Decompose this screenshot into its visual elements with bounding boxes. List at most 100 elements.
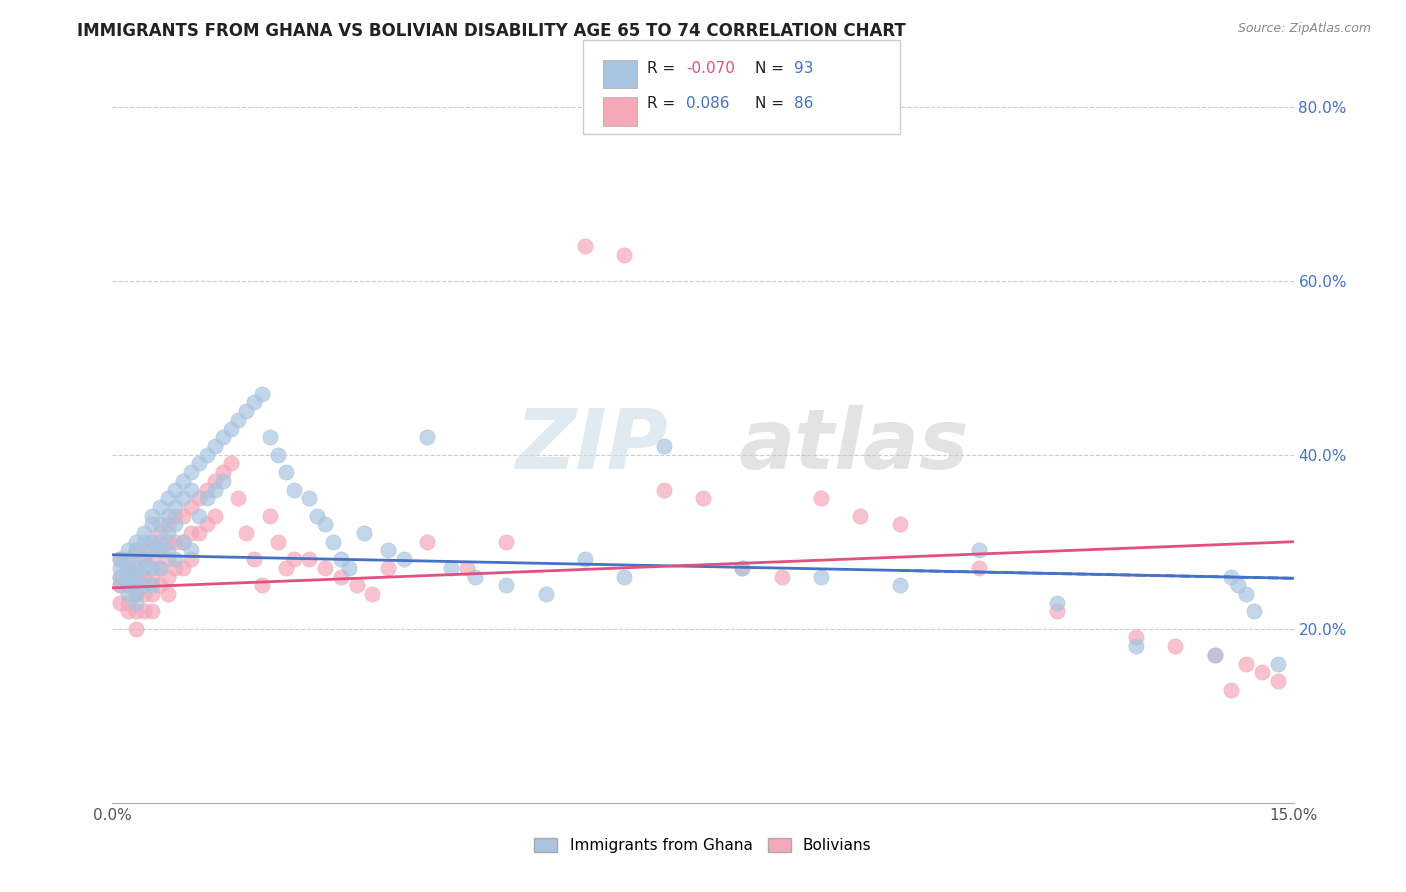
Point: [228, 491, 250, 506]
Point: [211, 430, 233, 444]
Point: [141, 552, 163, 566]
Point: [188, 526, 211, 541]
Point: [195, 448, 218, 462]
Text: Source: ZipAtlas.com: Source: ZipAtlas.com: [1237, 22, 1371, 36]
Point: [314, 517, 336, 532]
Point: [204, 439, 226, 453]
Point: [1125, 639, 1147, 653]
Point: [204, 508, 226, 523]
Point: [211, 465, 233, 479]
Point: [416, 430, 439, 444]
Point: [849, 508, 872, 523]
Point: [141, 534, 163, 549]
Text: R =: R =: [647, 61, 681, 76]
Point: [346, 578, 368, 592]
Point: [731, 561, 754, 575]
Point: [132, 578, 155, 592]
Point: [267, 448, 290, 462]
Point: [117, 587, 139, 601]
Point: [283, 483, 305, 497]
Text: 86: 86: [794, 96, 814, 112]
Point: [132, 604, 155, 618]
Point: [1046, 596, 1069, 610]
Point: [1204, 648, 1226, 662]
Point: [132, 552, 155, 566]
Point: [125, 569, 148, 583]
Point: [132, 543, 155, 558]
Point: [149, 526, 172, 541]
Point: [235, 526, 257, 541]
Point: [156, 517, 179, 532]
Point: [377, 543, 399, 558]
Point: [132, 561, 155, 575]
Point: [195, 491, 218, 506]
Point: [125, 534, 148, 549]
Point: [156, 587, 179, 601]
Text: atlas: atlas: [738, 406, 969, 486]
Point: [889, 517, 911, 532]
Point: [243, 552, 266, 566]
Point: [110, 569, 132, 583]
Point: [125, 578, 148, 592]
Point: [180, 483, 202, 497]
Point: [495, 578, 517, 592]
Point: [125, 604, 148, 618]
Point: [967, 561, 990, 575]
Point: [141, 587, 163, 601]
Point: [172, 508, 194, 523]
Point: [125, 596, 148, 610]
Point: [165, 534, 187, 549]
Point: [149, 561, 172, 575]
Point: [149, 543, 172, 558]
Point: [652, 483, 675, 497]
Point: [211, 474, 233, 488]
Point: [165, 500, 187, 514]
Point: [117, 604, 139, 618]
Point: [132, 526, 155, 541]
Point: [117, 552, 139, 566]
Point: [125, 543, 148, 558]
Point: [337, 561, 360, 575]
Point: [1204, 648, 1226, 662]
Point: [149, 578, 172, 592]
Point: [156, 569, 179, 583]
Point: [141, 517, 163, 532]
Point: [1219, 569, 1241, 583]
Point: [172, 534, 194, 549]
Point: [274, 465, 297, 479]
Point: [165, 561, 187, 575]
Point: [188, 508, 211, 523]
Point: [149, 561, 172, 575]
Point: [283, 552, 305, 566]
Point: [416, 534, 439, 549]
Point: [180, 526, 202, 541]
Text: ZIP: ZIP: [515, 406, 668, 486]
Point: [180, 552, 202, 566]
Point: [117, 578, 139, 592]
Point: [307, 508, 329, 523]
Point: [141, 569, 163, 583]
Point: [889, 578, 911, 592]
Point: [613, 569, 636, 583]
Point: [329, 552, 352, 566]
Point: [125, 587, 148, 601]
Point: [156, 526, 179, 541]
Point: [259, 508, 281, 523]
Point: [1243, 604, 1265, 618]
Point: [110, 552, 132, 566]
Point: [1227, 578, 1250, 592]
Point: [156, 491, 179, 506]
Point: [117, 578, 139, 592]
Point: [613, 247, 636, 261]
Point: [156, 534, 179, 549]
Point: [692, 491, 714, 506]
Point: [574, 552, 596, 566]
Point: [243, 395, 266, 409]
Point: [440, 561, 463, 575]
Point: [110, 552, 132, 566]
Point: [132, 587, 155, 601]
Point: [731, 561, 754, 575]
Point: [149, 517, 172, 532]
Point: [1046, 604, 1069, 618]
Point: [141, 508, 163, 523]
